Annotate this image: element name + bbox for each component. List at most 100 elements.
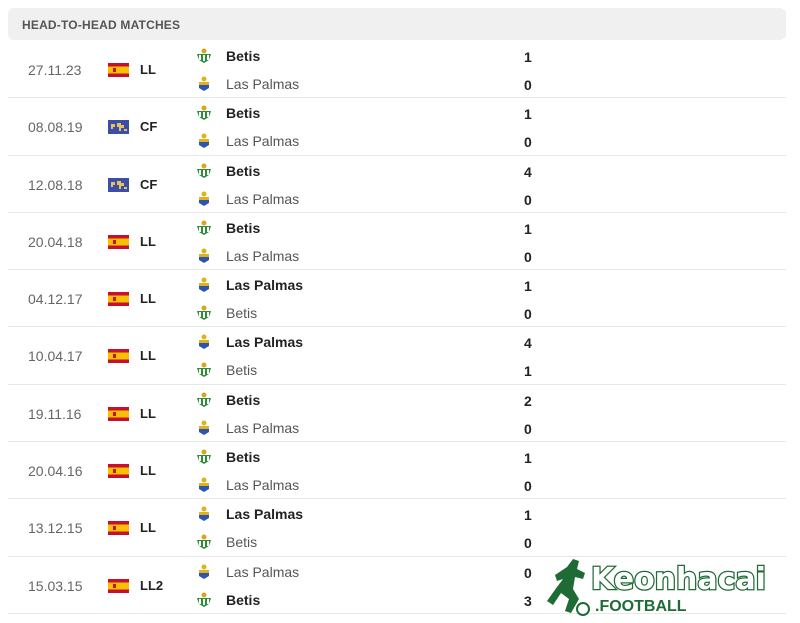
betis-crest-icon bbox=[196, 163, 212, 179]
team-name: Las Palmas bbox=[226, 133, 300, 150]
home-score: 2 bbox=[524, 392, 532, 409]
team-name: Las Palmas bbox=[226, 277, 304, 294]
betis-crest-icon bbox=[196, 449, 212, 465]
home-score: 4 bbox=[524, 163, 532, 180]
laspalmas-crest-icon bbox=[196, 133, 212, 149]
spain-flag-icon bbox=[108, 63, 129, 77]
competition-label: LL bbox=[140, 520, 156, 536]
team-name: Las Palmas bbox=[226, 477, 300, 494]
home-team: Betis bbox=[196, 103, 260, 123]
competition-label: LL bbox=[140, 405, 156, 421]
away-team: Las Palmas bbox=[196, 74, 299, 94]
match-date: 20.04.18 bbox=[28, 233, 83, 250]
team-name: Las Palmas bbox=[226, 76, 300, 92]
away-team: Betis bbox=[196, 360, 257, 380]
match-row[interactable]: 15.03.15 LL2 Las Palmas Betis 0 3 bbox=[8, 557, 786, 614]
svg-text:Keonhacai: Keonhacai bbox=[591, 562, 766, 597]
match-row[interactable]: 12.08.18 CF Betis Las Palmas 4 0 bbox=[8, 156, 786, 213]
away-score: 0 bbox=[524, 77, 532, 93]
svg-text:.FOOTBALL: .FOOTBALL bbox=[595, 598, 687, 615]
match-row[interactable]: 19.11.16 LL Betis Las Palmas 2 0 bbox=[8, 385, 786, 443]
away-score: 0 bbox=[524, 191, 532, 208]
team-name: Las Palmas bbox=[226, 247, 300, 264]
betis-crest-icon bbox=[196, 48, 212, 64]
competition-label: LL bbox=[140, 62, 156, 77]
world-flag-icon bbox=[108, 177, 129, 192]
home-score: 4 bbox=[524, 335, 532, 352]
betis-crest-icon bbox=[196, 220, 212, 236]
world-flag-icon bbox=[108, 120, 129, 135]
match-row[interactable]: 20.04.16 LL Betis Las Palmas 1 0 bbox=[8, 442, 786, 500]
competition-label: LL bbox=[140, 348, 156, 364]
spain-flag-icon bbox=[108, 234, 129, 249]
match-date: 27.11.23 bbox=[28, 62, 82, 78]
section-header: HEAD-TO-HEAD MATCHES bbox=[8, 8, 786, 40]
away-team: Las Palmas bbox=[196, 131, 299, 151]
match-date: 10.04.17 bbox=[28, 348, 83, 365]
match-row[interactable]: 27.11.23 LL Betis Las Palmas 1 0 bbox=[8, 41, 786, 99]
team-name: Las Palmas bbox=[226, 190, 300, 207]
team-name: Betis bbox=[226, 219, 261, 236]
spain-flag-icon bbox=[108, 578, 129, 593]
home-team: Betis bbox=[196, 161, 260, 181]
home-score: 1 bbox=[524, 507, 532, 524]
match-date: 08.08.19 bbox=[28, 119, 83, 136]
match-list: 27.11.23 LL Betis Las Palmas 1 0 08.08.1… bbox=[8, 41, 786, 614]
betis-crest-icon bbox=[196, 534, 212, 550]
away-score: 0 bbox=[524, 535, 532, 552]
away-team: Las Palmas bbox=[196, 246, 299, 266]
match-date: 13.12.15 bbox=[28, 520, 83, 537]
away-score: 0 bbox=[524, 420, 532, 437]
home-score: 1 bbox=[524, 220, 532, 237]
match-row[interactable]: 10.04.17 LL Las Palmas Betis 4 1 bbox=[8, 327, 786, 385]
spain-flag-icon bbox=[108, 349, 129, 364]
team-name: Betis bbox=[226, 48, 261, 64]
spain-flag-icon bbox=[108, 464, 129, 479]
laspalmas-crest-icon bbox=[196, 420, 212, 436]
laspalmas-crest-icon bbox=[196, 76, 212, 92]
match-row[interactable]: 20.04.18 LL Betis Las Palmas 1 0 bbox=[8, 213, 786, 271]
betis-crest-icon bbox=[196, 392, 212, 408]
home-team: Betis bbox=[196, 218, 260, 238]
laspalmas-crest-icon bbox=[196, 564, 212, 580]
home-team: Betis bbox=[196, 46, 260, 66]
spain-flag-icon bbox=[108, 406, 129, 421]
away-team: Las Palmas bbox=[196, 189, 299, 209]
team-name: Las Palmas bbox=[226, 563, 300, 580]
home-score: 1 bbox=[524, 106, 532, 123]
competition-label: LL bbox=[140, 463, 156, 479]
away-score: 0 bbox=[524, 248, 532, 265]
away-score: 1 bbox=[524, 363, 532, 380]
watermark-logo: Keonhacai .FOOTBALL bbox=[547, 559, 767, 616]
home-team: Las Palmas bbox=[196, 332, 303, 352]
home-team: Las Palmas bbox=[196, 504, 303, 524]
team-name: Betis bbox=[226, 449, 261, 466]
competition-label: LL bbox=[140, 233, 156, 249]
home-team: Las Palmas bbox=[196, 562, 299, 582]
laspalmas-crest-icon bbox=[196, 277, 212, 293]
match-row[interactable]: 13.12.15 LL Las Palmas Betis 1 0 bbox=[8, 499, 786, 557]
home-score: 1 bbox=[524, 278, 532, 295]
team-name: Betis bbox=[226, 534, 258, 551]
laspalmas-crest-icon bbox=[196, 506, 212, 522]
section-title: HEAD-TO-HEAD MATCHES bbox=[22, 18, 181, 32]
team-name: Las Palmas bbox=[226, 506, 304, 523]
competition-label: CF bbox=[140, 176, 158, 192]
match-row[interactable]: 04.12.17 LL Las Palmas Betis 1 0 bbox=[8, 270, 786, 328]
away-score: 0 bbox=[524, 478, 532, 495]
away-team: Betis bbox=[196, 532, 257, 552]
team-name: Betis bbox=[226, 105, 261, 122]
laspalmas-crest-icon bbox=[196, 248, 212, 264]
away-score: 3 bbox=[524, 592, 532, 609]
home-score: 0 bbox=[524, 564, 532, 581]
match-row[interactable]: 08.08.19 CF Betis Las Palmas 1 0 bbox=[8, 98, 786, 156]
team-name: Betis bbox=[226, 162, 261, 179]
spain-flag-icon bbox=[108, 521, 129, 536]
away-team: Las Palmas bbox=[196, 475, 299, 495]
team-name: Betis bbox=[226, 362, 258, 379]
spain-flag-icon bbox=[108, 292, 129, 307]
betis-crest-icon bbox=[196, 362, 212, 378]
competition-label: LL2 bbox=[140, 577, 164, 593]
betis-crest-icon bbox=[196, 305, 212, 321]
team-name: Las Palmas bbox=[226, 419, 300, 436]
